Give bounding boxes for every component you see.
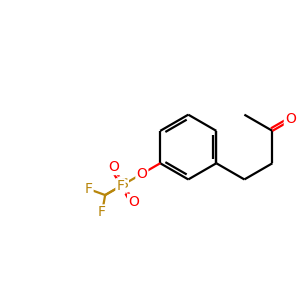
Text: O: O [128, 195, 139, 209]
Text: S: S [119, 177, 128, 191]
Text: F: F [85, 182, 92, 196]
Text: O: O [285, 112, 296, 126]
Text: O: O [108, 160, 119, 174]
Text: F: F [98, 206, 106, 219]
Text: O: O [136, 167, 147, 181]
Text: F: F [116, 179, 124, 193]
